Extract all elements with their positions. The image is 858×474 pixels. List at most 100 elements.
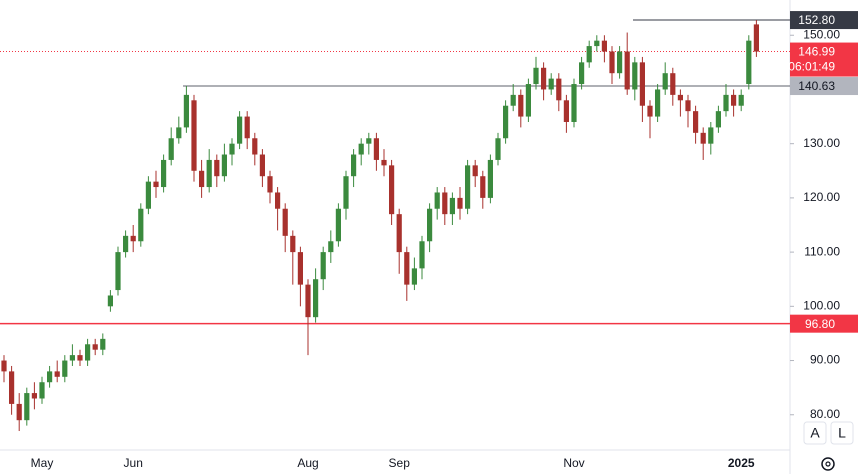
scale-button-label[interactable]: A [810, 425, 820, 441]
candle-body [328, 241, 334, 253]
candle-body [54, 371, 60, 377]
price-label: 96.80 [805, 317, 835, 331]
candle-body [47, 371, 53, 383]
candle-body [693, 111, 699, 133]
candle-body [77, 355, 83, 361]
candle-body [39, 382, 45, 399]
candle-body [85, 344, 91, 361]
settings-icon-ring [821, 457, 835, 471]
candle-body [586, 46, 592, 63]
candle-body [457, 197, 463, 209]
price-label-box [790, 77, 858, 96]
candle-body [533, 67, 539, 85]
candle-body [601, 40, 607, 52]
candle-body [746, 40, 752, 85]
scale-button[interactable] [830, 421, 854, 445]
candle-body [548, 78, 554, 90]
candle-body [624, 51, 630, 90]
candle-body [579, 62, 585, 85]
candle-body [145, 181, 151, 209]
candle-body [168, 138, 174, 160]
candle-body [556, 78, 562, 101]
candle-body [632, 62, 638, 90]
candle-body [214, 159, 220, 177]
candle-body [427, 208, 433, 242]
candle-body [389, 165, 395, 215]
y-tick-label: 80.00 [810, 407, 840, 421]
candle-body [153, 181, 159, 188]
candle-body [700, 132, 706, 144]
candle-body [571, 84, 577, 122]
candle-body [639, 62, 645, 106]
candle-body [229, 143, 235, 155]
candle-body [138, 208, 144, 242]
candle-body [518, 94, 524, 117]
y-tick-label: 130.00 [803, 136, 840, 150]
candle-body [221, 154, 227, 177]
candle-body [723, 94, 729, 112]
candle-body [670, 73, 676, 95]
candle-body [24, 393, 30, 421]
candle-body [708, 127, 714, 144]
candle-body [715, 111, 721, 128]
candle-body [259, 154, 265, 177]
candle-body [510, 94, 516, 106]
scale-button-label[interactable]: L [838, 425, 846, 441]
candle-body [472, 165, 478, 177]
candle-body [753, 24, 759, 52]
candle-body [465, 165, 471, 209]
x-tick-label: 2025 [728, 456, 755, 470]
candle-body [442, 192, 448, 215]
candle-body [320, 252, 326, 280]
candle-body [191, 100, 197, 171]
candle-body [313, 279, 319, 318]
candle-body [419, 241, 425, 269]
candle-body [525, 84, 531, 117]
candle-body [609, 51, 615, 74]
candle-body [404, 252, 410, 285]
price-label-box [790, 11, 858, 30]
candle-body [176, 127, 182, 139]
candle-body [647, 105, 653, 117]
candle-body [305, 284, 311, 318]
y-tick-label: 150.00 [803, 27, 840, 41]
candle-body [290, 235, 296, 253]
last-price-label: 146.99 [798, 45, 835, 59]
x-tick-label: May [31, 456, 54, 470]
candle-body [677, 94, 683, 101]
candle-body [31, 393, 37, 399]
scale-button[interactable] [803, 421, 827, 445]
candle-body [107, 295, 113, 307]
candle-body [655, 89, 661, 117]
candle-body [594, 40, 600, 47]
x-tick-label: Jun [124, 456, 143, 470]
candle-body [161, 159, 167, 188]
candle-body [738, 94, 744, 106]
candle-body [252, 138, 258, 155]
candle-body [282, 208, 288, 236]
price-label: 140.63 [798, 79, 835, 93]
candle-body [411, 268, 417, 285]
y-tick-label: 120.00 [803, 190, 840, 204]
settings-icon-center [825, 461, 831, 467]
candle-body [487, 159, 493, 198]
x-tick-label: Sep [389, 456, 411, 470]
candle-body [541, 67, 547, 90]
candle-body [267, 176, 273, 193]
x-tick-label: Nov [563, 456, 584, 470]
candle-body [617, 51, 623, 74]
candle-body [480, 176, 486, 198]
settings-icon[interactable] [821, 457, 835, 471]
price-label-box [790, 314, 858, 333]
candle-body [343, 176, 349, 209]
candle-body [396, 214, 402, 253]
candle-body [503, 105, 509, 139]
candle-body [9, 371, 15, 404]
y-tick-label: 90.00 [810, 353, 840, 367]
last-price-box [790, 42, 858, 77]
countdown-label: 06:01:49 [788, 60, 835, 74]
candle-body [373, 138, 379, 160]
candle-body [358, 143, 364, 155]
candle-body [335, 208, 341, 242]
